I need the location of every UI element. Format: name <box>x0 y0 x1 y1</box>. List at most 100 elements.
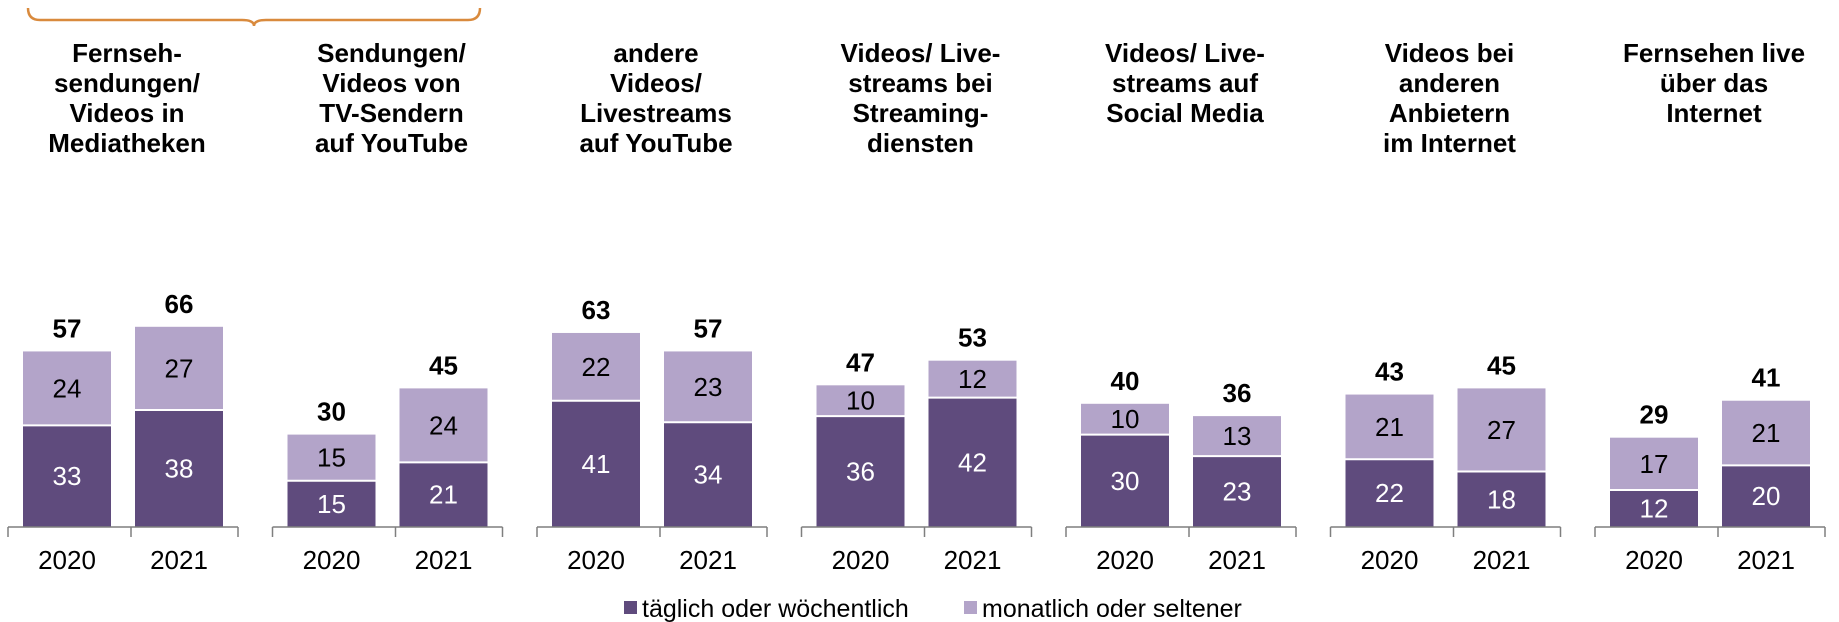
total-label: 30 <box>317 397 346 427</box>
x-tick-label-2020: 2020 <box>303 545 361 575</box>
total-label: 43 <box>1375 357 1404 387</box>
total-label: 57 <box>694 313 723 343</box>
category-title-andere-videos-livestreams-auf-youtube: andere Videos/Livestreams auf YouTube <box>579 38 732 158</box>
value-label-daily-weekly: 22 <box>1375 478 1404 508</box>
value-label-daily-weekly: 12 <box>1640 494 1669 524</box>
category-title-videos-live-streams-auf-social-media: Videos/ Live-streams auf Social Media <box>1105 38 1265 128</box>
total-label: 29 <box>1640 400 1669 430</box>
value-label-monthly-less: 15 <box>317 443 346 473</box>
category-title-line: anderen <box>1399 68 1500 98</box>
category-title-line: Fernsehen live <box>1623 38 1805 68</box>
bar-monthly-less-2020 <box>23 351 111 426</box>
total-label: 36 <box>1223 378 1252 408</box>
value-label-daily-weekly: 38 <box>165 453 194 483</box>
bar-monthly-less-2020 <box>1610 437 1698 491</box>
x-tick-label-2021: 2021 <box>944 545 1002 575</box>
total-label: 41 <box>1752 363 1781 393</box>
category-title-line: Mediatheken <box>48 128 206 158</box>
value-label-monthly-less: 10 <box>846 386 875 416</box>
bar-daily-weekly-2020 <box>287 480 376 527</box>
category-title-line: Internet <box>1666 98 1762 128</box>
bar-daily-weekly-2021 <box>135 409 223 527</box>
bar-daily-weekly-2020 <box>1345 459 1434 527</box>
category-title-line: Sendungen/ <box>317 38 466 68</box>
bar-monthly-less-2021 <box>664 351 752 423</box>
x-tick-label-2021: 2021 <box>415 545 473 575</box>
total-label: 63 <box>582 295 611 325</box>
x-axis: 2020 2021 2020 2021 2020 2021 2020 2021 2020 2021… <box>7 526 1826 575</box>
value-label-monthly-less: 22 <box>582 352 611 382</box>
value-label-monthly-less: 27 <box>1487 415 1516 445</box>
x-tick-label-2020: 2020 <box>1625 545 1683 575</box>
bars: 33 24 57 38 27 66 15 15 30 21 24 45 41 22 63 34 23 57 36 10… <box>23 289 1810 527</box>
bar-daily-weekly-2021 <box>1193 456 1281 527</box>
value-label-monthly-less: 12 <box>958 364 987 394</box>
x-tick-label-2021: 2021 <box>1737 545 1795 575</box>
value-label-daily-weekly: 33 <box>53 461 82 491</box>
value-label-monthly-less: 24 <box>429 410 458 440</box>
category-title-line: sendungen/ <box>54 68 200 98</box>
x-tick-label-2020: 2020 <box>567 545 625 575</box>
category-title-line: im Internet <box>1383 128 1516 158</box>
bar-monthly-less-2021 <box>399 388 488 463</box>
bar-monthly-less-2020 <box>552 332 640 401</box>
value-label-monthly-less: 24 <box>53 373 82 403</box>
total-label: 40 <box>1111 366 1140 396</box>
bar-monthly-less-2020 <box>1345 394 1434 460</box>
total-label: 57 <box>53 313 82 343</box>
category-title-videos-bei-anderen-anbietern-im-internet: Videos bei anderen Anbietern im Internet <box>1383 38 1516 158</box>
total-label: 53 <box>958 323 987 353</box>
bar-monthly-less-2021 <box>1457 388 1546 472</box>
category-title-line: Videos/ Live- <box>1105 38 1265 68</box>
x-tick-label-2020: 2020 <box>38 545 96 575</box>
value-label-monthly-less: 27 <box>165 353 194 383</box>
value-label-daily-weekly: 34 <box>694 460 723 490</box>
category-title-line: auf YouTube <box>579 128 732 158</box>
bar-daily-weekly-2021 <box>928 397 1017 527</box>
legend: täglich oder wöchentlich monatlich oder … <box>624 595 1242 622</box>
category-title-line: diensten <box>867 128 974 158</box>
bar-monthly-less-2020 <box>287 434 376 481</box>
total-label: 45 <box>429 350 458 380</box>
category-title-line: Videos/ <box>610 68 702 98</box>
total-label: 47 <box>846 347 875 377</box>
legend-label-daily-weekly: täglich oder wöchentlich <box>642 595 909 622</box>
bar-daily-weekly-2020 <box>1610 490 1698 527</box>
value-label-monthly-less: 10 <box>1111 404 1140 434</box>
category-title-line: auf YouTube <box>315 128 468 158</box>
category-title-line: Streaming- <box>853 98 989 128</box>
bracket-line <box>26 7 482 27</box>
value-label-daily-weekly: 18 <box>1487 484 1516 514</box>
bar-daily-weekly-2020 <box>816 416 905 527</box>
bracket <box>26 7 482 27</box>
category-title-sendungen-videos-von-tv-sendern-auf-yout: Sendungen/Videos von TV-Sendern auf YouTub… <box>315 38 468 158</box>
value-label-daily-weekly: 15 <box>317 489 346 519</box>
category-title-videos-live-streams-bei-streaming-dienst: Videos/ Live-streams bei Streaming-dienst… <box>841 38 1001 158</box>
bar-daily-weekly-2021 <box>1457 471 1546 527</box>
category-title-line: Livestreams <box>580 98 732 128</box>
bar-monthly-less-2021 <box>1193 416 1281 457</box>
bar-daily-weekly-2020 <box>552 400 640 527</box>
value-label-monthly-less: 21 <box>1375 412 1404 442</box>
value-label-daily-weekly: 36 <box>846 457 875 487</box>
bar-daily-weekly-2020 <box>23 425 111 527</box>
total-label: 66 <box>165 289 194 319</box>
category-title-line: TV-Sendern <box>319 98 463 128</box>
category-title-fernseh-sendungen-videos-in-mediatheken: Fernseh-sendungen/Videos in Mediatheken <box>48 38 206 158</box>
category-title-line: streams bei <box>848 68 993 98</box>
bar-monthly-less-2020 <box>816 385 905 417</box>
bar-monthly-less-2020 <box>1081 403 1169 435</box>
value-label-monthly-less: 17 <box>1640 449 1669 479</box>
value-label-daily-weekly: 30 <box>1111 466 1140 496</box>
value-label-monthly-less: 21 <box>1752 418 1781 448</box>
legend-swatch-daily-weekly <box>624 601 637 614</box>
category-title-line: andere <box>613 38 698 68</box>
category-title-line: Videos bei <box>1385 38 1515 68</box>
bar-daily-weekly-2021 <box>399 462 488 527</box>
value-label-daily-weekly: 21 <box>429 480 458 510</box>
value-label-daily-weekly: 42 <box>958 447 987 477</box>
legend-swatch-monthly-less <box>964 601 977 614</box>
total-label: 45 <box>1487 350 1516 380</box>
bar-daily-weekly-2020 <box>1081 434 1169 527</box>
